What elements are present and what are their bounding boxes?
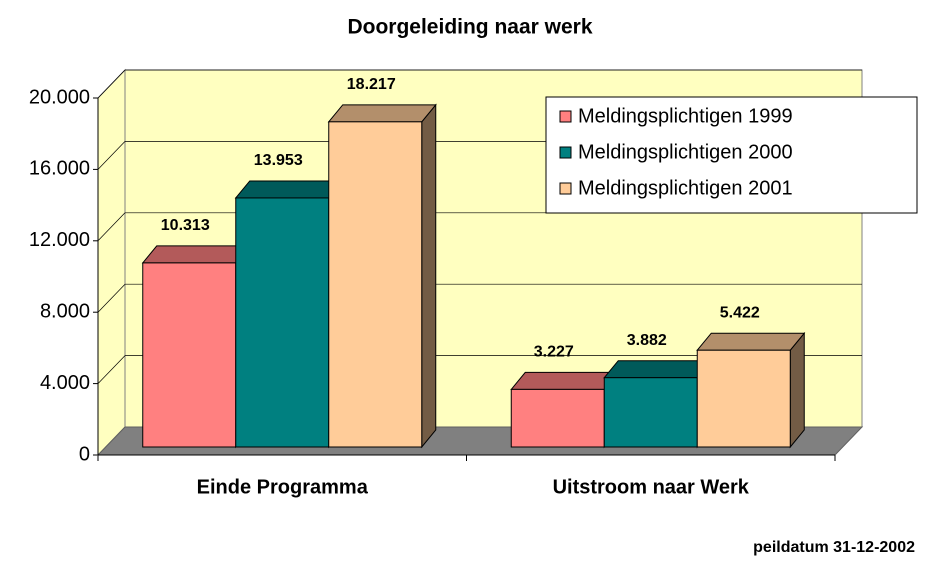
bar [142, 262, 237, 448]
y-tick-label: 4.000 [40, 372, 90, 394]
value-label: 3.882 [627, 332, 667, 349]
bar-top [234, 180, 344, 199]
y-tick-label: 12.000 [29, 229, 90, 251]
side-wall [97, 68, 126, 457]
grid-line [97, 212, 126, 242]
bar [696, 349, 791, 448]
bar-side [421, 103, 437, 449]
grid-line [97, 141, 126, 170]
y-tick-label: 20.000 [29, 86, 90, 108]
y-tick-label: 16.000 [29, 158, 90, 180]
legend-swatch [559, 110, 572, 123]
chart-title: Doorgeleiding naar werk [347, 16, 592, 39]
legend-swatch [559, 146, 572, 159]
legend-label: Meldingsplichtigen 1999 [578, 105, 793, 127]
value-label: 5.422 [720, 304, 760, 321]
bar-top [603, 360, 713, 379]
x-tick-label: Einde Programma [197, 476, 369, 498]
value-label: 13.953 [254, 152, 303, 169]
legend-label: Meldingsplichtigen 2000 [578, 141, 793, 163]
grid-line [97, 355, 126, 384]
bar-side [789, 331, 805, 449]
bar [328, 121, 423, 448]
legend-swatch [559, 182, 572, 195]
x-tick-label: Uitstroom naar Werk [553, 476, 750, 498]
y-tick-label: 8.000 [40, 300, 90, 322]
annotation: peildatum 31-12-2002 [753, 539, 915, 556]
bar-top [141, 245, 251, 264]
bar [603, 377, 698, 448]
bar-top [696, 332, 806, 351]
value-label: 18.217 [347, 76, 396, 93]
bar-top [510, 371, 620, 390]
grid-line [97, 69, 126, 99]
bar [235, 197, 330, 448]
legend-box [545, 96, 918, 214]
y-tick-label: 0 [79, 443, 90, 465]
value-label: 10.313 [161, 217, 210, 234]
value-label: 3.227 [534, 344, 574, 361]
grid-line [97, 283, 126, 313]
bar-top [327, 104, 437, 123]
legend-label: Meldingsplichtigen 2001 [578, 177, 793, 199]
bar [510, 388, 605, 448]
